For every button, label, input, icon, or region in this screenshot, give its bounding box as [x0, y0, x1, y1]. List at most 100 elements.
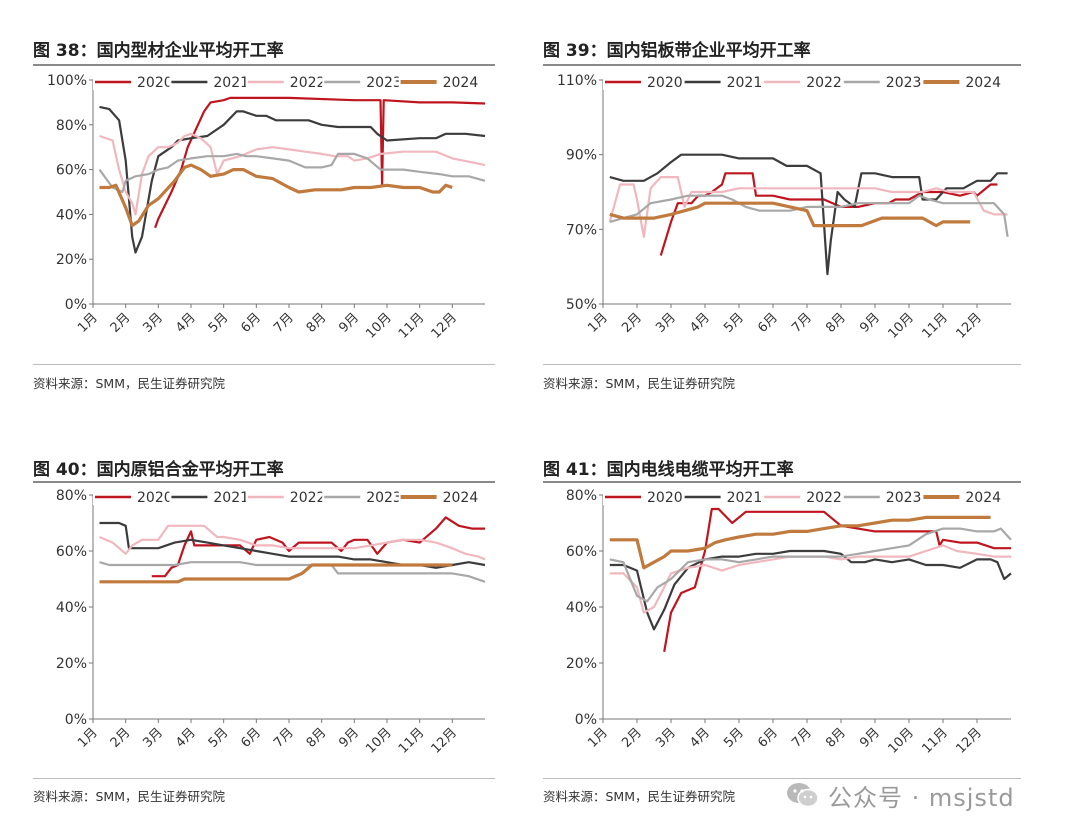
series-line-2023 — [99, 561, 486, 583]
series-line-2021 — [99, 105, 486, 254]
x-tick-label: 7月 — [271, 725, 297, 751]
series-line-2024 — [609, 201, 971, 228]
legend-label: 2020 — [137, 75, 173, 91]
legend-label: 2021 — [213, 75, 249, 91]
x-tick-label: 12月 — [429, 725, 460, 756]
source-divider — [33, 778, 495, 779]
series-line-2021 — [99, 521, 486, 569]
y-tick-label: 40% — [566, 600, 597, 616]
y-tick-label: 50% — [566, 297, 597, 313]
y-tick-label: 20% — [56, 656, 87, 672]
chart-title: 图 40：国内原铝合金平均开工率 — [33, 460, 284, 480]
series-line-2022 — [99, 132, 486, 216]
x-tick-label: 5月 — [206, 725, 232, 751]
x-tick-label: 11月 — [396, 310, 427, 341]
x-tick-label: 1月 — [75, 725, 101, 751]
legend-label: 2024 — [965, 490, 1001, 506]
series-line-2020 — [154, 96, 486, 229]
legend-label: 2023 — [366, 490, 402, 506]
line-chart: 0%20%40%60%80%1月 2月 3月 4月 5月 6月 7月 8月 9月 10月 11月 12… — [56, 488, 486, 757]
x-tick-label: 4月 — [687, 725, 713, 751]
series-line-2024 — [99, 563, 453, 584]
series-line-2024 — [99, 163, 453, 228]
x-tick-label: 4月 — [173, 725, 199, 751]
x-tick-label: 8月 — [304, 725, 330, 751]
x-tick-label: 3月 — [140, 725, 166, 751]
series-line-2020 — [663, 507, 1011, 652]
y-tick-label: 60% — [56, 544, 87, 560]
y-tick-label: 80% — [56, 118, 87, 134]
title-divider — [33, 481, 495, 483]
chart-panel-41: 图 41：国内电线电缆平均开工率 0% 20% 40% 60% 80% 1月 2月 3月 4月 5… — [543, 455, 1021, 815]
source-divider — [543, 364, 1021, 365]
x-tick-label: 1月 — [75, 310, 101, 336]
y-tick-label: 0% — [575, 712, 597, 728]
title-divider — [33, 64, 495, 66]
source-divider — [543, 778, 1021, 779]
x-tick-label: 4月 — [173, 310, 199, 336]
legend-label: 2023 — [366, 75, 402, 91]
x-tick-label: 10月 — [885, 725, 916, 756]
series-line-2022 — [608, 175, 1008, 238]
x-tick-label: 3月 — [140, 310, 166, 336]
y-tick-label: 0% — [65, 712, 87, 728]
y-tick-label: 80% — [56, 488, 87, 504]
legend-label: 2021 — [213, 490, 249, 506]
x-tick-label: 11月 — [919, 725, 950, 756]
chart-panel-40: 图 40：国内原铝合金平均开工率 0% 20% 40% 60% 80% 1月 2月 3月 4月 5… — [33, 455, 495, 815]
legend-label: 2022 — [806, 75, 842, 91]
legend-label: 2022 — [806, 490, 842, 506]
y-tick-label: 70% — [566, 222, 597, 238]
wechat-icon — [787, 783, 819, 808]
source-divider — [33, 364, 495, 365]
x-tick-label: 6月 — [238, 725, 264, 751]
x-tick-label: 10月 — [363, 310, 394, 341]
line-chart: 50% 70% 90% 110% 1月 2月 3月 4月 5月 6月 7月 8月 9月 10月 11月 12月… — [557, 73, 1011, 342]
source-note: 资料来源：SMM，民生证券研究院 — [543, 376, 736, 391]
x-tick-label: 2月 — [619, 725, 645, 751]
x-tick-label: 9月 — [857, 310, 883, 336]
legend-label: 2020 — [647, 75, 683, 91]
x-tick-label: 2月 — [108, 725, 134, 751]
chart-title: 图 39：国内铝板带企业平均开工率 — [543, 41, 811, 61]
x-tick-label: 7月 — [789, 725, 815, 751]
x-tick-label: 6月 — [238, 310, 264, 336]
y-tick-label: 40% — [56, 600, 87, 616]
x-tick-label: 5月 — [721, 725, 747, 751]
x-tick-label: 8月 — [823, 310, 849, 336]
legend-label: 2022 — [290, 75, 326, 91]
x-tick-label: 10月 — [885, 310, 916, 341]
series-line-2023 — [609, 194, 1009, 237]
x-tick-label: 9月 — [336, 725, 362, 751]
source-note: 资料来源：SMM，民生证券研究院 — [33, 376, 226, 391]
x-tick-label: 9月 — [857, 725, 883, 751]
y-tick-label: 60% — [566, 544, 597, 560]
legend-label: 2021 — [727, 490, 763, 506]
y-tick-label: 0% — [65, 297, 87, 313]
y-tick-label: 20% — [566, 656, 597, 672]
x-tick-label: 1月 — [585, 725, 611, 751]
legend-label: 2023 — [886, 75, 922, 91]
series-line-2024 — [609, 515, 991, 570]
watermark-text: 公众号 · msjstd — [828, 784, 1015, 812]
title-divider — [543, 481, 1021, 483]
chart-title: 图 41：国内电线电缆平均开工率 — [543, 460, 794, 480]
chart-title: 图 38：国内型材企业平均开工率 — [33, 41, 284, 61]
line-chart: 0%20%40%60%80%1月 2月 3月 4月 5月 6月 7月 8月 9月 10月 11月 12… — [566, 488, 1012, 757]
x-tick-label: 2月 — [619, 310, 645, 336]
x-tick-label: 12月 — [953, 310, 984, 341]
source-note: 资料来源：SMM，民生证券研究院 — [33, 789, 226, 804]
x-tick-label: 11月 — [396, 725, 427, 756]
x-tick-label: 8月 — [823, 725, 849, 751]
legend-label: 2024 — [443, 490, 479, 506]
legend-label: 2024 — [443, 75, 479, 91]
y-tick-label: 90% — [566, 148, 597, 164]
series-line-2021 — [609, 549, 1012, 631]
chart-panel-39: 图 39：国内铝板带企业平均开工率 50% 70% 90% 110% 1月 2月 3月 4月 5… — [543, 36, 1021, 396]
y-tick-label: 110% — [557, 73, 597, 89]
x-tick-label: 12月 — [953, 725, 984, 756]
x-tick-label: 5月 — [721, 310, 747, 336]
series-line-2020 — [151, 516, 485, 578]
x-tick-label: 9月 — [336, 310, 362, 336]
x-tick-label: 7月 — [789, 310, 815, 336]
